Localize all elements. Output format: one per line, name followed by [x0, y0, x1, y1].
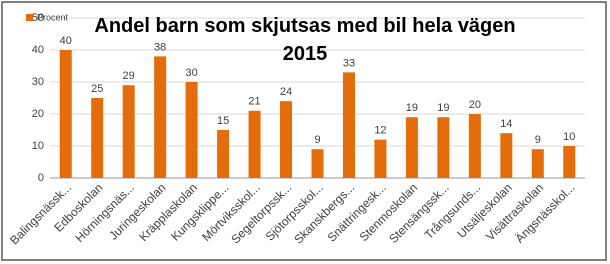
- value-label: 24: [280, 86, 292, 98]
- value-label: 20: [469, 99, 481, 111]
- value-label: 15: [217, 115, 229, 127]
- y-tick-label: 30: [32, 76, 44, 88]
- bar: [122, 85, 135, 178]
- bar: [563, 146, 576, 178]
- value-label: 21: [248, 96, 260, 108]
- y-tick-label: 0: [38, 172, 44, 184]
- bar: [500, 133, 513, 178]
- value-label: 38: [154, 41, 166, 53]
- value-label: 40: [60, 35, 72, 47]
- value-label: 14: [500, 118, 512, 130]
- value-label: 29: [123, 70, 135, 82]
- y-tick-label: 10: [32, 140, 44, 152]
- bar: [342, 72, 355, 178]
- bar: [280, 101, 293, 178]
- value-label: 30: [185, 67, 197, 79]
- y-tick-label: 40: [32, 44, 44, 56]
- bar: [154, 56, 167, 178]
- bar: [531, 149, 544, 178]
- bar: [405, 117, 418, 178]
- bar: [185, 82, 198, 178]
- bar: [311, 149, 324, 178]
- value-label: 9: [535, 134, 541, 146]
- bar: [91, 98, 104, 178]
- y-tick-label: 20: [32, 108, 44, 120]
- bar: [468, 114, 481, 178]
- bar: [437, 117, 450, 178]
- y-tick-label: 50: [32, 12, 44, 24]
- value-label: 25: [91, 83, 103, 95]
- value-label: 19: [437, 102, 449, 114]
- value-label: 19: [406, 102, 418, 114]
- bar: [217, 130, 230, 178]
- bar: [248, 110, 261, 178]
- legend-label: Procent: [37, 12, 69, 22]
- value-label: 33: [343, 57, 355, 69]
- bar: [374, 139, 387, 178]
- chart-title: Andel barn som skjutsas med bil hela väg…: [94, 15, 516, 65]
- value-label: 12: [374, 125, 386, 137]
- value-label: 9: [314, 134, 320, 146]
- value-label: 10: [563, 131, 575, 143]
- legend-swatch: [26, 14, 33, 21]
- bar: [59, 50, 72, 178]
